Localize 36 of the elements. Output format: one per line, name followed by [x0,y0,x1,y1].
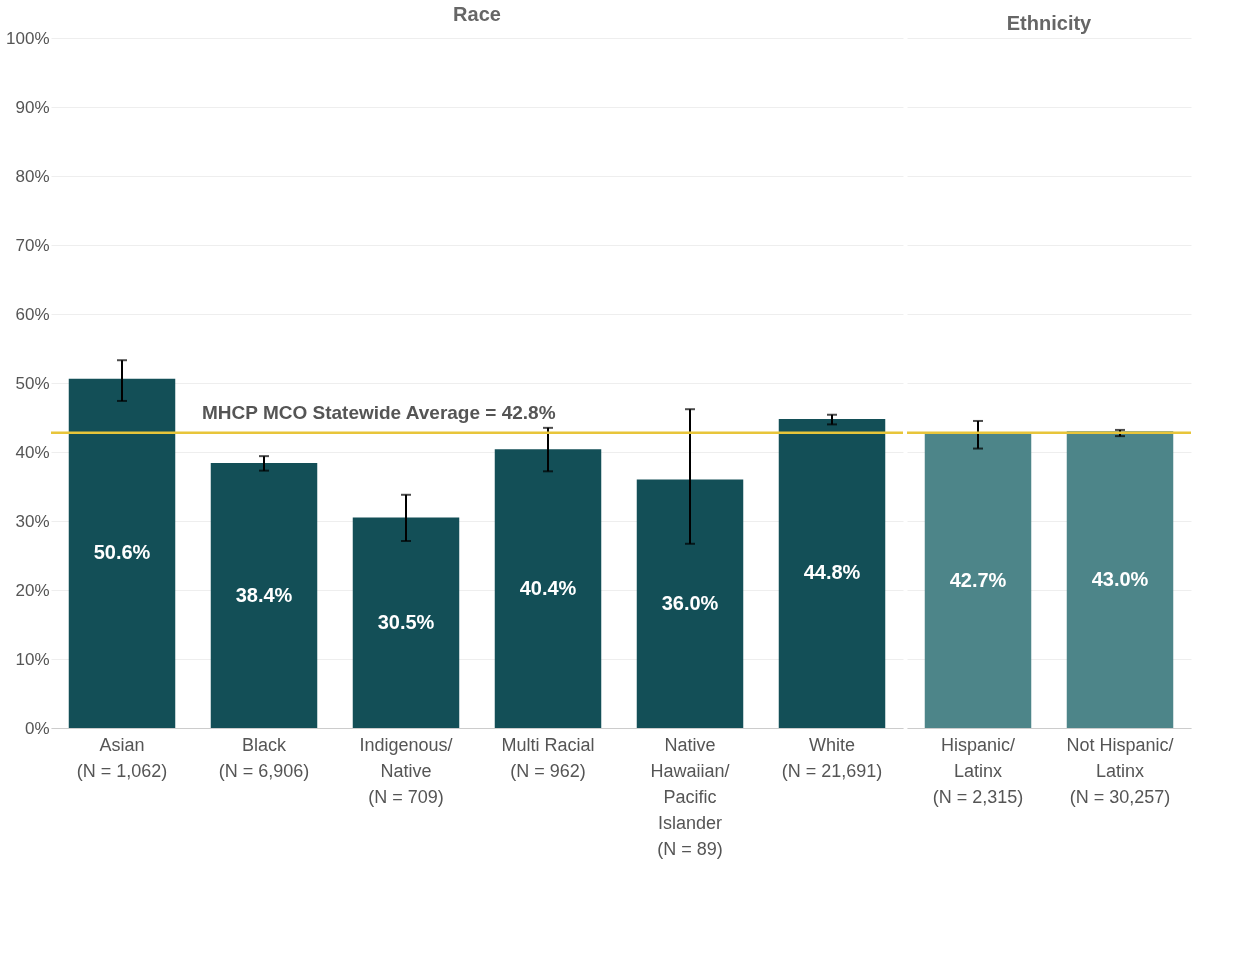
chart-title: Ethnicity [1006,12,1093,34]
bar [778,418,886,728]
ref-line-label: MHCP MCO Statewide Average = 42.8% [202,401,556,423]
y-tick-label: 70% [15,235,50,255]
x-tick-label: Multi Racial (N = 962) [501,734,595,781]
y-tick-label: 20% [15,580,50,600]
y-tick-label: 60% [15,304,50,324]
data-label: 36.0% [661,591,719,614]
bar [68,378,176,728]
x-tick-label: White (N = 21,691) [781,734,883,781]
data-label: 38.4% [235,583,293,606]
bar [210,463,318,728]
data-label: 44.8% [803,561,861,584]
data-label: 43.0% [1091,567,1149,590]
chart-title: Race [453,3,501,25]
x-tick-label: Hispanic/ Latinx (N = 2,315) [932,734,1024,807]
data-label: 40.4% [519,576,577,599]
y-tick-label: 10% [15,649,50,669]
data-label: 42.7% [949,568,1007,591]
bar [352,517,460,728]
x-tick-label: Indigenous/ Native (N = 709) [359,734,453,807]
bar [636,479,744,728]
x-tick-label: Black (N = 6,906) [218,734,310,781]
bar [494,449,602,728]
x-tick-label: Native Hawaiian/ Pacific Islander (N = 89) [650,734,730,859]
x-tick-label: Not Hispanic/ Latinx (N = 30,257) [1066,734,1174,807]
y-tick-label: 30% [15,511,50,531]
y-tick-label: 50% [15,373,50,393]
x-tick-label: Asian (N = 1,062) [76,734,168,781]
data-label: 50.6% [93,541,151,564]
y-tick-label: 0% [24,718,50,738]
y-tick-label: 80% [15,166,50,186]
data-label: 30.5% [377,610,435,633]
y-tick-label: 100% [6,28,50,48]
y-tick-label: 40% [15,442,50,462]
y-tick-label: 90% [15,97,50,117]
